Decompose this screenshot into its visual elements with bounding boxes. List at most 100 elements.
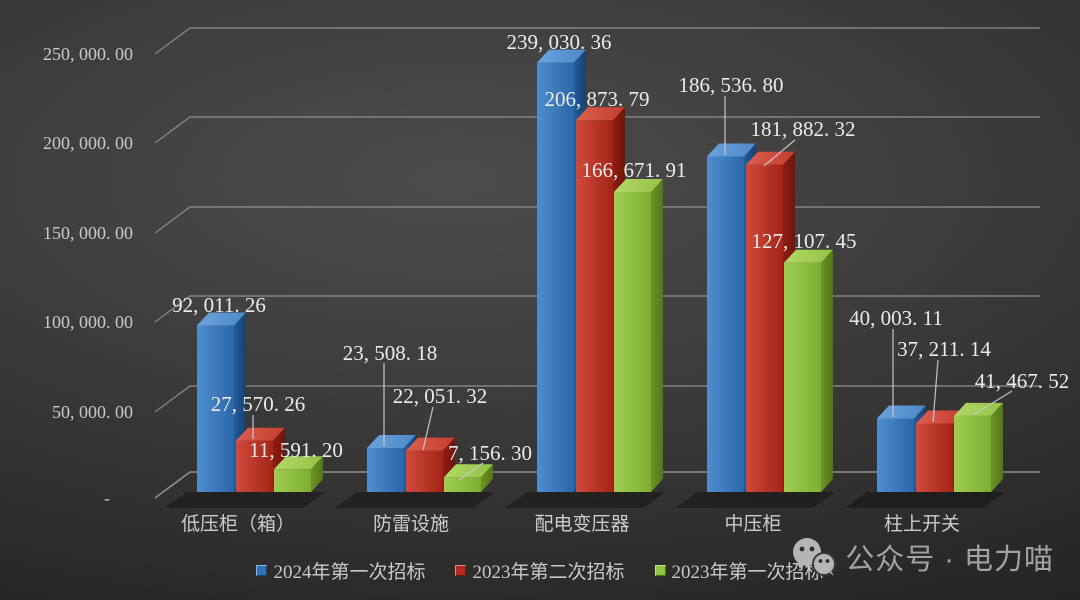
y-tick-label: 150, 000. 00 [43,223,133,243]
data-label: 239, 030. 36 [507,30,612,54]
bar-side-face [481,464,493,492]
bar-top-face [537,49,586,63]
category-label: 配电变压器 [534,513,629,535]
data-label: 186, 536. 80 [679,73,784,97]
bar-top-face [576,107,625,121]
bar-top-face [367,434,416,448]
bar-front-face [916,423,953,492]
data-label: 7, 156. 30 [448,441,532,465]
bars [197,49,1003,493]
bar-side-face [821,249,833,492]
data-label: 40, 003. 11 [849,306,943,330]
data-label-leader [972,390,1013,416]
category-label: 防雷设施 [373,513,449,535]
bar-front-face [367,447,404,492]
bar-shadows [165,492,1005,508]
bar-top-face [444,464,493,478]
data-label: 92, 011. 26 [172,293,266,317]
bar-top-face [916,410,965,424]
bar-front-face [954,415,991,492]
legend-label: 2023年第二次招标 [472,562,625,583]
bar-top-face [614,178,663,192]
bar-front-face [236,440,273,492]
legend: 2024年第一次招标 2023年第二次招标 2023年第一次招标 [0,557,1080,584]
bar-top-face [274,456,323,470]
bar-front-face [877,418,914,492]
bar-front-face [444,477,481,492]
watermark: 公众号 · 电力喵 [791,536,1054,578]
legend-item-series1: 2023年第二次招标 [455,557,625,584]
bar-front-face [576,120,613,492]
watermark-text: 公众号 · 电力喵 [845,544,1054,576]
bar-front-face [707,156,744,492]
legend-label: 2023年第一次招标 [671,562,824,583]
bar-top-face [746,151,795,165]
data-label: 206, 873. 79 [545,87,650,111]
bar-front-face [614,191,651,492]
legend-marker-series2 [654,565,666,576]
bar-top-face [877,405,926,419]
data-label-leader [422,406,434,451]
bar-top-face [784,249,833,263]
gridline [154,116,1040,144]
leader-lines [252,96,1013,481]
category-label: 柱上开关 [884,513,960,535]
bar-side-face [651,178,663,492]
bar-top-face [406,437,455,451]
bar-shadow [505,492,665,508]
y-tick-label: 100, 000. 00 [43,312,133,332]
data-label: 27, 570. 26 [211,392,306,416]
data-label: 22, 051. 32 [393,384,488,408]
data-label: 181, 882. 32 [751,117,856,141]
data-label: 37, 211. 14 [897,337,991,361]
bar-series1-cat0 [236,427,285,492]
gridline [154,27,1040,55]
bar-series2-cat2 [614,178,663,492]
y-tick-label: 50, 000. 00 [52,402,133,422]
data-label-leader [932,359,939,423]
legend-marker-series1 [455,565,467,576]
bar-front-face [197,325,234,492]
data-labels: 92, 011. 26 27, 570. 26 11, 591. 20 23, 508… [172,30,1069,465]
bar-front-face [406,450,443,492]
bar-top-face [236,427,285,441]
bar-top-face [954,402,1003,416]
legend-marker-series0 [256,565,268,576]
legend-item-series0: 2024年第一次招标 [256,557,425,584]
bar-shadow [675,492,835,508]
data-label-leader [763,139,796,167]
bar-series2-cat3 [784,249,833,492]
bar-shadow [335,492,495,508]
y-tick-label: 200, 000. 00 [43,133,133,153]
y-axis-labels: - 50, 000. 00 100, 000. 00 150, 000. 00 200,… [43,44,133,508]
bar-side-face [991,402,1003,492]
data-label: 23, 508. 18 [343,341,438,365]
data-label: 127, 107. 45 [752,229,857,253]
legend-label: 2024年第一次招标 [273,562,426,583]
category-label: 中压柜 [724,513,781,535]
bar-top-face [197,312,246,326]
category-label: 低压柜（箱） [181,513,295,535]
y-tick-label: - [104,488,110,508]
category-labels: 低压柜（箱） 防雷设施 配电变压器 中压柜 柱上开关 [181,513,960,535]
data-label-leader [458,462,484,481]
bar-top-face [707,143,756,157]
bar-front-face [274,469,311,492]
bar-series2-cat0 [274,456,323,492]
bar-front-face [784,262,821,492]
bar-series2-cat1 [444,464,493,492]
y-tick-label: 250, 000. 00 [43,44,133,64]
wechat-icon [793,538,837,576]
bar-shadow [165,492,325,508]
bar-series2-cat4 [954,402,1003,492]
bar-side-face [311,456,323,492]
bar-shadow [845,492,1005,508]
bar-front-face [537,62,574,493]
bar-front-face [746,164,783,492]
data-label: 41, 467. 52 [975,369,1070,393]
data-label: 11, 591. 20 [249,438,343,462]
legend-item-series2: 2023年第一次招标 [654,557,824,584]
data-label: 166, 671. 91 [582,158,687,182]
